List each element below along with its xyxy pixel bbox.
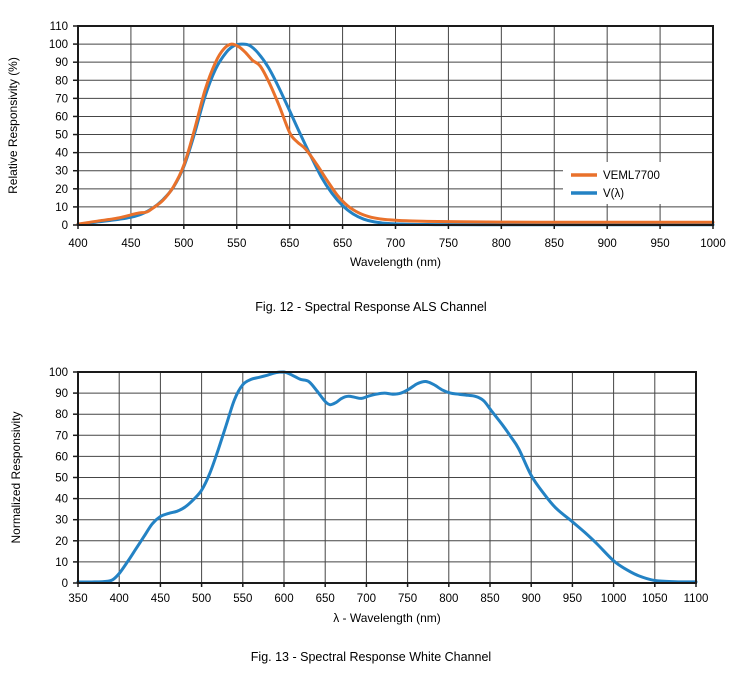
y-axis-title: Normalized Responsivity <box>9 411 23 543</box>
x-tick-label: 1100 <box>684 593 709 605</box>
y-tick-label: 80 <box>55 409 68 421</box>
x-tick-label: 950 <box>563 593 582 605</box>
x-tick-label: 1050 <box>642 593 668 605</box>
y-tick-label: 110 <box>50 21 68 33</box>
y-tick-label: 50 <box>55 130 68 142</box>
tick-marks <box>73 371 697 587</box>
x-tick-label: 600 <box>274 593 293 605</box>
y-tick-label: 30 <box>55 166 68 178</box>
x-tick-labels: 400 450 500 550 650 650 700 750 800 850 900 950 1000 <box>68 238 725 250</box>
series-white-channel <box>76 370 698 584</box>
x-tick-label: 500 <box>174 238 193 250</box>
legend-label-v: V(λ) <box>603 188 624 200</box>
y-tick-label: 100 <box>49 39 68 51</box>
y-tick-label: 60 <box>55 451 68 463</box>
fig13-spectral-response-white-chart: 350 400 450 500 550 600 650 700 750 800 850 900 950 1… <box>9 367 708 625</box>
x-tick-label: 900 <box>598 238 617 250</box>
x-tick-label: 950 <box>650 238 669 250</box>
y-tick-labels: 0 10 20 30 40 50 60 70 80 90 100 <box>49 367 68 590</box>
y-tick-label: 70 <box>55 430 68 442</box>
y-tick-label: 20 <box>55 536 68 548</box>
x-tick-label: 750 <box>439 238 458 250</box>
x-tick-label: 700 <box>357 593 376 605</box>
x-tick-label: 550 <box>233 593 252 605</box>
x-tick-label: 350 <box>68 593 87 605</box>
y-tick-label: 40 <box>55 494 68 506</box>
y-tick-labels: 0 10 20 30 40 50 60 70 80 90 100 110 <box>49 21 68 232</box>
x-tick-label: 400 <box>68 238 87 250</box>
y-axis-title: Relative Responsivity (%) <box>6 57 20 194</box>
x-tick-label: 450 <box>151 593 170 605</box>
x-tick-label: 1000 <box>700 238 726 250</box>
y-tick-label: 20 <box>55 184 68 196</box>
y-tick-label: 0 <box>62 220 68 232</box>
x-tick-label: 650 <box>333 238 352 250</box>
x-tick-label: 850 <box>545 238 564 250</box>
x-tick-label: 800 <box>492 238 511 250</box>
x-tick-label: 800 <box>439 593 458 605</box>
y-tick-label: 70 <box>55 93 68 105</box>
x-tick-label: 1000 <box>601 593 627 605</box>
x-tick-label: 650 <box>316 593 335 605</box>
tick-marks <box>73 25 714 229</box>
y-tick-label: 10 <box>55 202 68 214</box>
x-tick-label: 550 <box>227 238 246 250</box>
y-tick-label: 90 <box>55 57 68 69</box>
y-tick-label: 80 <box>55 75 68 87</box>
series-group <box>76 370 698 584</box>
fig13-caption: Fig. 13 - Spectral Response White Channe… <box>250 650 492 664</box>
y-tick-label: 40 <box>55 148 68 160</box>
y-tick-label: 100 <box>49 367 68 379</box>
x-tick-label: 900 <box>522 593 541 605</box>
series-veml7700 <box>76 42 715 226</box>
x-axis-title: Wavelength (nm) <box>350 255 441 269</box>
x-tick-label: 750 <box>398 593 417 605</box>
legend: VEML7700 V(λ) <box>563 162 713 204</box>
y-tick-label: 0 <box>62 578 68 590</box>
x-tick-label: 400 <box>110 593 129 605</box>
y-tick-label: 90 <box>55 388 68 400</box>
x-tick-label: 450 <box>121 238 140 250</box>
x-tick-label: 650 <box>280 238 299 250</box>
x-tick-label: 500 <box>192 593 211 605</box>
y-tick-label: 30 <box>55 515 68 527</box>
x-axis-title: λ - Wavelength (nm) <box>333 611 441 625</box>
y-tick-label: 10 <box>55 557 68 569</box>
x-tick-label: 850 <box>480 593 499 605</box>
y-tick-label: 50 <box>55 473 68 485</box>
x-tick-labels: 350 400 450 500 550 600 650 700 750 800 850 900 950 1… <box>68 593 708 605</box>
fig12-caption: Fig. 12 - Spectral Response ALS Channel <box>255 300 487 314</box>
legend-background <box>563 162 713 204</box>
y-tick-label: 60 <box>55 111 68 123</box>
x-tick-label: 700 <box>386 238 405 250</box>
legend-label-veml7700: VEML7700 <box>603 170 660 182</box>
